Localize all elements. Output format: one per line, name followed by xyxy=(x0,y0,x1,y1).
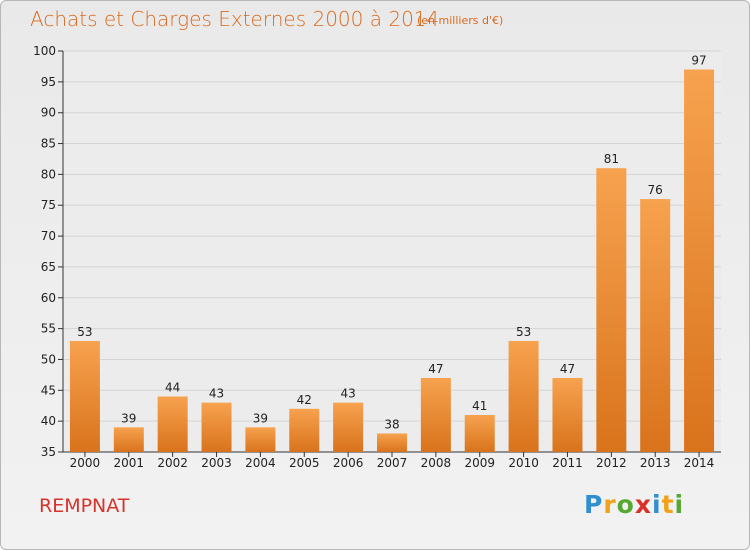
bar xyxy=(684,69,715,452)
bar-value-label: 39 xyxy=(253,411,268,425)
bar xyxy=(596,168,627,452)
chart-unit: (en milliers d'€) xyxy=(417,14,504,27)
bar-value-label: 53 xyxy=(77,325,92,339)
bar xyxy=(508,340,539,452)
logo-letter: r xyxy=(603,490,617,519)
logo-letter: i xyxy=(674,490,685,519)
y-tick-label: 65 xyxy=(41,260,56,274)
x-tick-label: 2001 xyxy=(114,456,145,470)
y-tick-label: 60 xyxy=(41,291,56,305)
bar-value-label: 43 xyxy=(209,387,224,401)
bar-value-label: 43 xyxy=(340,387,355,401)
y-tick-label: 35 xyxy=(41,445,56,459)
x-tick-label: 2004 xyxy=(245,456,276,470)
x-tick-label: 2011 xyxy=(552,456,583,470)
bar xyxy=(69,340,100,452)
commune-name: REMPNAT xyxy=(39,495,130,517)
bar xyxy=(552,377,583,452)
logo-letter: o xyxy=(616,490,635,519)
bar-value-label: 97 xyxy=(691,54,706,68)
y-tick-label: 100 xyxy=(33,44,56,58)
bar-value-label: 42 xyxy=(297,393,312,407)
bar xyxy=(333,402,364,452)
x-tick-label: 2003 xyxy=(201,456,232,470)
bar xyxy=(113,427,144,452)
y-tick-label: 70 xyxy=(41,229,56,243)
x-tick-label: 2002 xyxy=(157,456,188,470)
bar-value-label: 81 xyxy=(604,152,619,166)
y-tick-label: 45 xyxy=(41,383,56,397)
bar-value-label: 38 xyxy=(384,417,399,431)
bar xyxy=(157,396,188,452)
x-tick-label: 2012 xyxy=(596,456,627,470)
y-tick-label: 85 xyxy=(41,137,56,151)
bar-value-label: 44 xyxy=(165,380,180,394)
y-tick-label: 95 xyxy=(41,75,56,89)
x-tick-label: 2014 xyxy=(684,456,715,470)
chart-title: Achats et Charges Externes 2000 à 2014 xyxy=(30,7,440,31)
bar xyxy=(289,408,320,452)
bar-value-label: 47 xyxy=(560,362,575,376)
x-tick-label: 2013 xyxy=(640,456,671,470)
bar xyxy=(420,377,451,452)
y-tick-label: 50 xyxy=(41,352,56,366)
y-tick-label: 90 xyxy=(41,106,56,120)
bar-value-label: 76 xyxy=(648,183,663,197)
bar xyxy=(640,199,671,452)
bar-value-label: 39 xyxy=(121,411,136,425)
bar-value-label: 53 xyxy=(516,325,531,339)
logo-letter: t xyxy=(661,490,675,519)
x-tick-label: 2006 xyxy=(333,456,364,470)
proxiti-logo: Proxiti xyxy=(584,490,684,519)
bar xyxy=(464,414,495,452)
y-tick-label: 80 xyxy=(41,167,56,181)
y-tick-label: 40 xyxy=(41,414,56,428)
logo-letter: i xyxy=(652,490,662,519)
x-tick-label: 2009 xyxy=(464,456,495,470)
logo-letter: P xyxy=(584,490,604,519)
bar-value-label: 41 xyxy=(472,399,487,413)
bar-value-label: 47 xyxy=(428,362,443,376)
x-tick-label: 2007 xyxy=(377,456,408,470)
y-tick-label: 75 xyxy=(41,198,56,212)
logo-letter: x xyxy=(634,490,652,519)
y-tick-label: 55 xyxy=(41,322,56,336)
x-tick-label: 2000 xyxy=(70,456,101,470)
x-tick-label: 2008 xyxy=(421,456,452,470)
bar xyxy=(377,433,407,452)
bar xyxy=(245,427,276,452)
x-tick-label: 2005 xyxy=(289,456,320,470)
bar xyxy=(201,402,232,452)
x-tick-label: 2010 xyxy=(508,456,539,470)
